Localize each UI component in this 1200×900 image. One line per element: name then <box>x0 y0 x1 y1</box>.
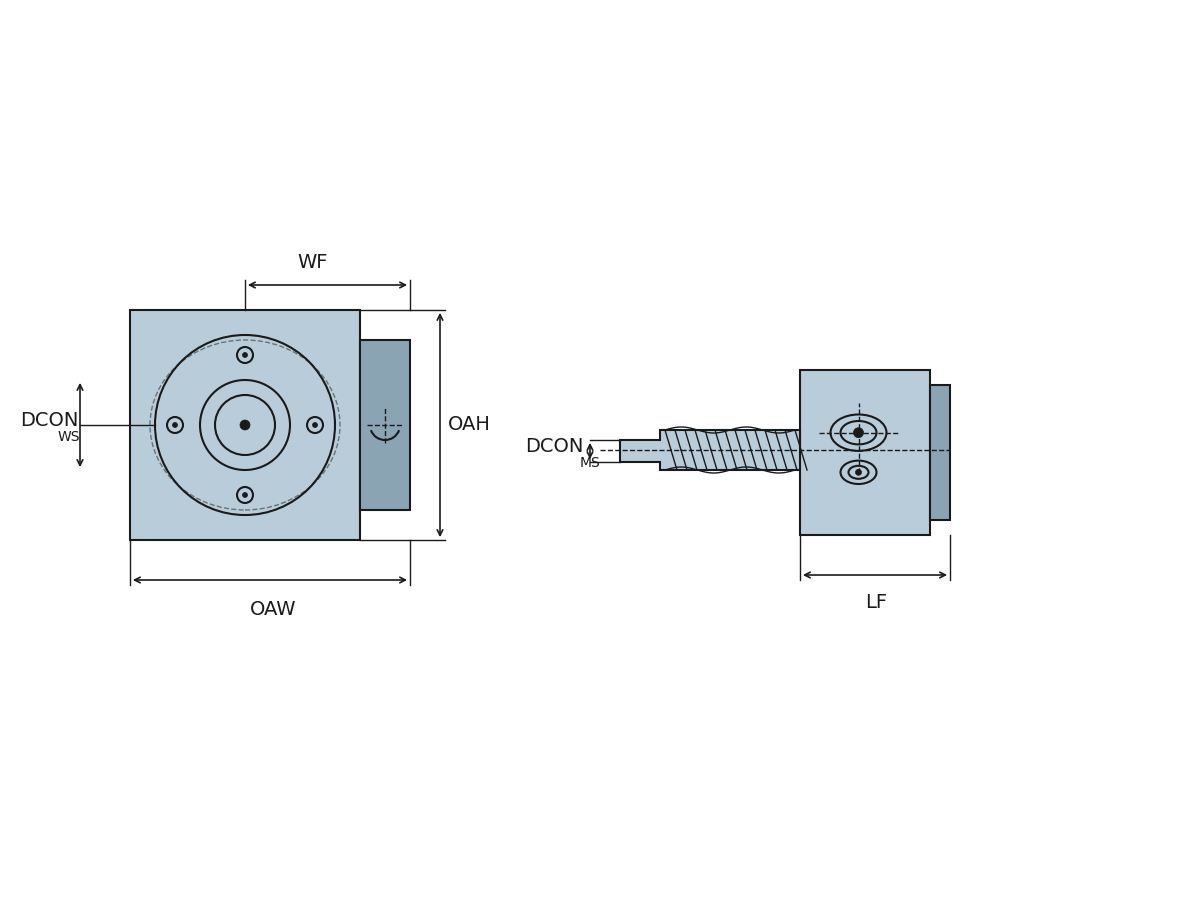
Circle shape <box>242 492 247 498</box>
Polygon shape <box>620 430 800 470</box>
FancyBboxPatch shape <box>360 340 410 510</box>
FancyBboxPatch shape <box>800 370 930 535</box>
Circle shape <box>312 422 318 427</box>
Circle shape <box>856 469 862 475</box>
Circle shape <box>242 353 247 357</box>
Text: DCON: DCON <box>20 410 78 429</box>
Circle shape <box>853 428 864 437</box>
Text: LF: LF <box>865 593 887 612</box>
Circle shape <box>240 420 250 430</box>
Text: WS: WS <box>58 430 80 444</box>
Circle shape <box>173 422 178 427</box>
Text: OAH: OAH <box>448 416 491 435</box>
Text: WF: WF <box>298 253 328 272</box>
Text: OAW: OAW <box>250 600 296 619</box>
Text: MS: MS <box>580 456 601 470</box>
FancyBboxPatch shape <box>130 310 360 540</box>
Text: DCON: DCON <box>526 436 583 455</box>
FancyBboxPatch shape <box>930 385 950 520</box>
